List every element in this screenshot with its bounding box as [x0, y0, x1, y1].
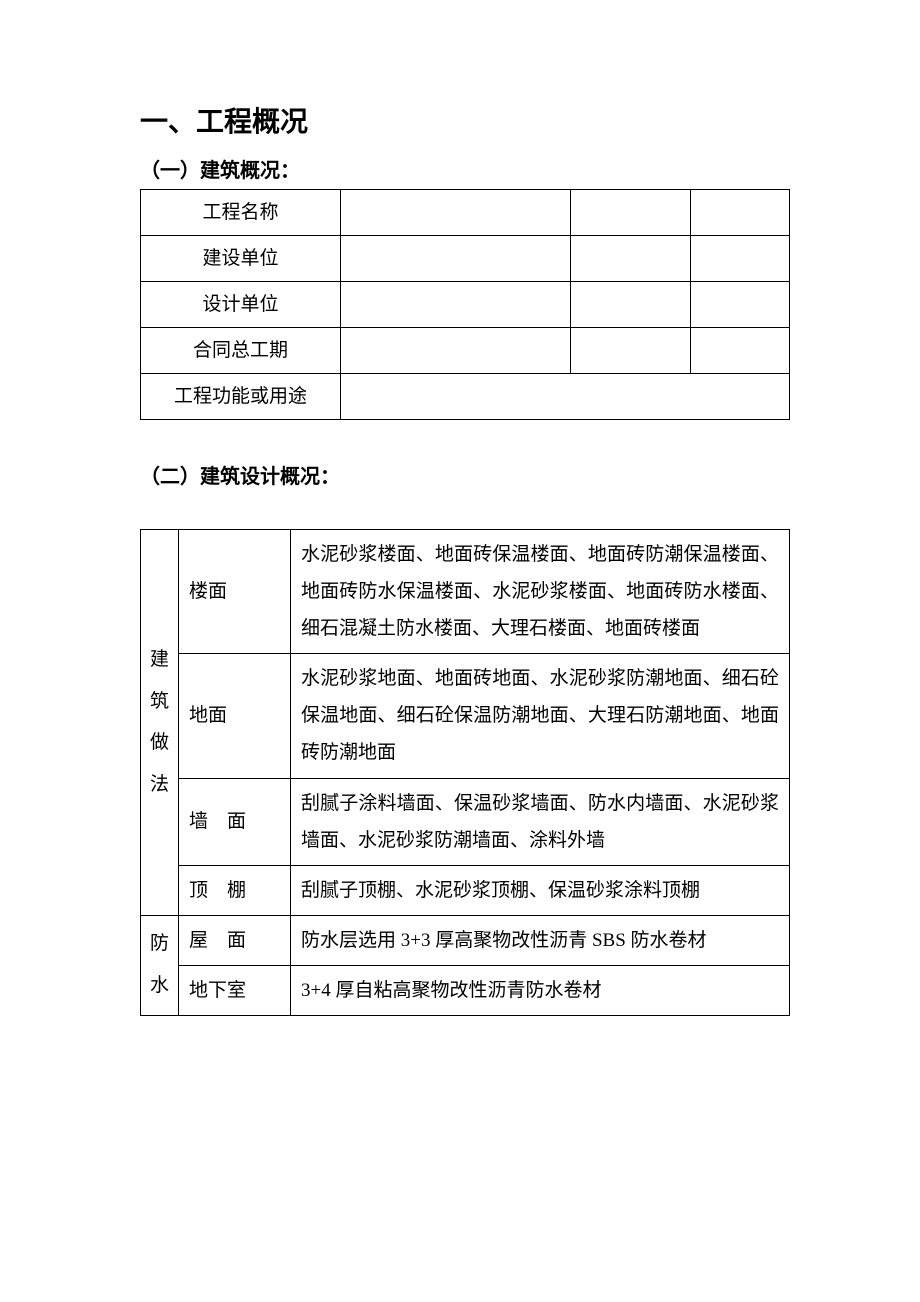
cell	[571, 236, 691, 282]
content-cell: 水泥砂浆楼面、地面砖保温楼面、地面砖防潮保温楼面、地面砖防水保温楼面、水泥砂浆楼…	[291, 530, 790, 654]
building-overview-table: 工程名称 建设单位 设计单位 合同总工期 工程功能或用途	[140, 189, 790, 420]
main-heading: 一、工程概况	[140, 100, 790, 140]
table-row: 工程功能或用途	[141, 374, 790, 420]
category-cell: 建筑做法	[141, 530, 179, 915]
row-label: 建设单位	[141, 236, 341, 282]
table-row: 设计单位	[141, 282, 790, 328]
content-cell: 刮腻子顶棚、水泥砂浆顶棚、保温砂浆涂料顶棚	[291, 865, 790, 915]
row-label: 顶 棚	[179, 865, 291, 915]
table-row: 地面 水泥砂浆地面、地面砖地面、水泥砂浆防潮地面、细石砼保温地面、细石砼保温防潮…	[141, 654, 790, 778]
cell	[341, 190, 571, 236]
cell	[341, 236, 571, 282]
category-cell: 防水	[141, 915, 179, 1015]
row-label: 墙 面	[179, 778, 291, 865]
content-cell: 水泥砂浆地面、地面砖地面、水泥砂浆防潮地面、细石砼保温地面、细石砼保温防潮地面、…	[291, 654, 790, 778]
row-label: 屋 面	[179, 915, 291, 965]
cell	[691, 328, 790, 374]
sub-heading-2: （二）建筑设计概况：	[140, 460, 790, 489]
row-label: 工程名称	[141, 190, 341, 236]
row-label: 地面	[179, 654, 291, 778]
design-overview-table: 建筑做法 楼面 水泥砂浆楼面、地面砖保温楼面、地面砖防潮保温楼面、地面砖防水保温…	[140, 529, 790, 1016]
row-label: 合同总工期	[141, 328, 341, 374]
cell	[341, 328, 571, 374]
cell	[571, 328, 691, 374]
table-row: 建筑做法 楼面 水泥砂浆楼面、地面砖保温楼面、地面砖防潮保温楼面、地面砖防水保温…	[141, 530, 790, 654]
row-label: 楼面	[179, 530, 291, 654]
content-cell: 3+4 厚自粘高聚物改性沥青防水卷材	[291, 965, 790, 1015]
table-row: 地下室 3+4 厚自粘高聚物改性沥青防水卷材	[141, 965, 790, 1015]
row-label: 地下室	[179, 965, 291, 1015]
cell	[691, 190, 790, 236]
cell	[571, 190, 691, 236]
row-label: 工程功能或用途	[141, 374, 341, 420]
sub-heading-1: （一）建筑概况：	[140, 154, 790, 183]
cell	[341, 282, 571, 328]
content-cell: 防水层选用 3+3 厚高聚物改性沥青 SBS 防水卷材	[291, 915, 790, 965]
cell	[691, 282, 790, 328]
row-label: 设计单位	[141, 282, 341, 328]
table-row: 合同总工期	[141, 328, 790, 374]
table-row: 墙 面 刮腻子涂料墙面、保温砂浆墙面、防水内墙面、水泥砂浆墙面、水泥砂浆防潮墙面…	[141, 778, 790, 865]
cell	[341, 374, 790, 420]
cell	[571, 282, 691, 328]
table-row: 建设单位	[141, 236, 790, 282]
content-cell: 刮腻子涂料墙面、保温砂浆墙面、防水内墙面、水泥砂浆墙面、水泥砂浆防潮墙面、涂料外…	[291, 778, 790, 865]
table-row: 防水 屋 面 防水层选用 3+3 厚高聚物改性沥青 SBS 防水卷材	[141, 915, 790, 965]
table-row: 顶 棚 刮腻子顶棚、水泥砂浆顶棚、保温砂浆涂料顶棚	[141, 865, 790, 915]
table-row: 工程名称	[141, 190, 790, 236]
cell	[691, 236, 790, 282]
